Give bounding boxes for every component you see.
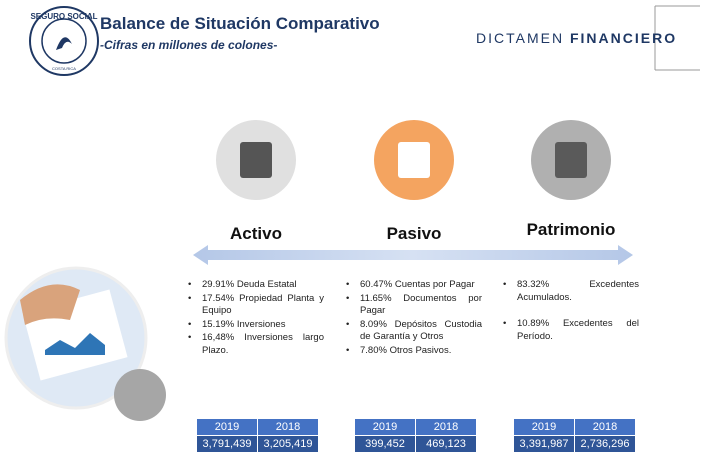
icon-shape	[240, 142, 272, 178]
logo-text: SEGURO SOCIAL	[30, 12, 97, 21]
bullet-list: 83.32% Excedentes Acumulados. 10.89% Exce…	[503, 279, 639, 357]
bullet-item: 17.54% Propiedad Planta y Equipo	[188, 293, 324, 318]
bullet-item: 7.80% Otros Pasivos.	[346, 345, 482, 358]
year-cell: 2019	[197, 419, 258, 436]
year-cell: 2018	[416, 419, 477, 436]
brand-bold: FINANCIERO	[570, 30, 677, 46]
column-heading: Pasivo	[338, 224, 490, 244]
year-cell: 2018	[575, 419, 636, 436]
bullet-item: 8.09% Depósitos Custodia de Garantía y O…	[346, 319, 482, 344]
column-heading: Activo	[180, 224, 332, 244]
bullet-item: 16,48% Inversiones largo Plazo.	[188, 332, 324, 357]
amount-cell: 2,736,296	[575, 436, 636, 453]
amount-cell: 3,205,419	[258, 436, 319, 453]
icon-shape	[555, 142, 587, 178]
bullet-list: 60.47% Cuentas por Pagar11.65% Documento…	[346, 279, 482, 358]
year-cell: 2018	[258, 419, 319, 436]
column-heading: Patrimonio	[495, 220, 647, 240]
icon	[374, 120, 454, 200]
icon	[531, 120, 611, 200]
bullet-item: 83.32% Excedentes Acumulados.	[503, 279, 639, 304]
brand: DICTAMEN FINANCIERO	[476, 30, 677, 46]
amount-cell: 469,123	[416, 436, 477, 453]
icon-shape	[398, 142, 430, 178]
logo-country: COSTA RICA	[52, 66, 76, 71]
bullet-item: 11.65% Documentos por Pagar	[346, 293, 482, 318]
gray-circle	[114, 369, 166, 421]
slide: SEGURO SOCIAL COSTA RICA Balance de Situ…	[0, 0, 711, 461]
title: Balance de Situación Comparativo	[100, 14, 380, 34]
amount-cell: 3,391,987	[514, 436, 575, 453]
brand-light: DICTAMEN	[476, 30, 564, 46]
amount-cell: 3,791,439	[197, 436, 258, 453]
icon	[216, 120, 296, 200]
amount-cell: 399,452	[355, 436, 416, 453]
subtitle: -Cifras en millones de colones-	[100, 38, 277, 52]
bullet-item: 15.19% Inversiones	[188, 319, 324, 332]
year-cell: 2019	[355, 419, 416, 436]
year-cell: 2019	[514, 419, 575, 436]
bullet-list: 29.91% Deuda Estatal17.54% Propiedad Pla…	[188, 279, 324, 358]
bullet-item: 10.89% Excedentes del Período.	[503, 318, 639, 343]
bullet-item: 29.91% Deuda Estatal	[188, 279, 324, 292]
bullet-item: 60.47% Cuentas por Pagar	[346, 279, 482, 292]
